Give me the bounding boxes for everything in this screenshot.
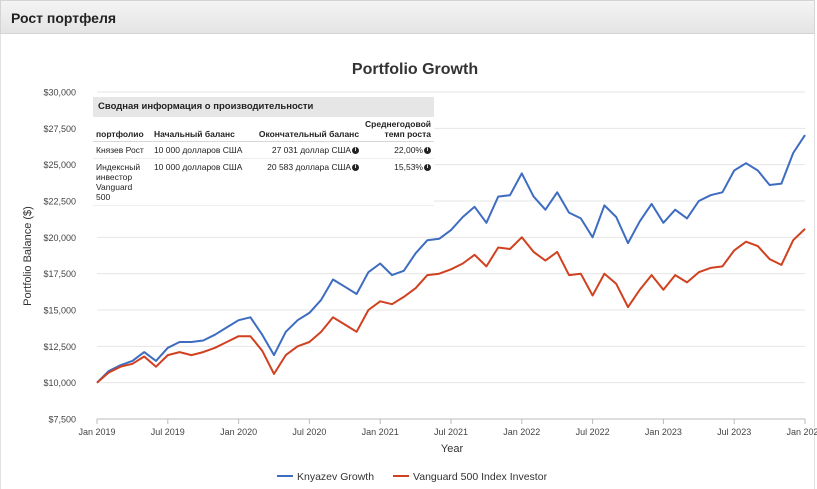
legend-label[interactable]: Vanguard 500 Index Investor [413,471,548,483]
y-tick-label: $20,000 [43,233,76,243]
cagr-value: 15,53% [394,162,423,172]
y-tick-label: $30,000 [43,88,76,98]
y-tick-label: $17,500 [43,269,76,279]
col-portfolio: портфолио [93,117,151,142]
series-lines [96,134,806,384]
y-tick-label: $7,500 [48,415,76,425]
final-balance-value: 20 583 доллара США [267,162,352,172]
x-tick-label: Jul 2020 [292,427,326,437]
info-icon[interactable]: i [424,147,431,155]
row-portfolio-name: Князев Рост [93,141,151,159]
y-tick-label: $25,000 [43,160,76,170]
chart-title: Portfolio Growth [352,61,478,78]
y-axis-ticks: $7,500 $10,000 $12,500 $15,000 $17,500 $20,00… [43,88,76,425]
x-tick-label: Jul 2022 [576,427,610,437]
row-final-balance: 20 583 доллара США i [252,158,363,206]
chart-panel [0,34,815,489]
row-cagr: 15,53% i [362,158,434,206]
x-tick-label: Jan 2020 [220,427,257,437]
x-tick-label: Jan 2023 [645,427,682,437]
row-cagr: 22,00% i [362,141,434,159]
y-tick-label: $15,000 [43,306,76,316]
x-tick-label: Jul 2021 [434,427,468,437]
col-cagr: Среднегодовой темп роста [362,117,434,142]
x-tick-label: Jan 2022 [503,427,540,437]
col-initial-balance: Начальный баланс [150,117,253,142]
info-icon[interactable]: i [424,164,431,172]
col-final-balance: Окончательный баланс [252,117,363,142]
info-icon[interactable]: i [352,147,360,155]
y-tick-label: $27,500 [43,124,76,134]
y-tick-label: $22,500 [43,197,76,207]
x-tick-label: Jan 2024 [786,427,817,437]
y-tick-label: $10,000 [43,378,76,388]
series-line-2[interactable] [96,228,806,384]
table-row: Индексный инвестор Vanguard 500 10 000 д… [93,158,434,206]
table-row: Князев Рост 10 000 долларов США 27 031 д… [93,141,434,159]
x-tick-label: Jan 2019 [78,427,115,437]
y-axis-label: Portfolio Balance ($) [22,206,34,306]
row-portfolio-name: Индексный инвестор Vanguard 500 [93,158,151,206]
x-tick-label: Jul 2023 [717,427,751,437]
cagr-value: 22,00% [394,145,423,155]
summary-header-row: портфолио Начальный баланс Окончательный… [93,117,434,142]
x-tick-label: Jul 2019 [151,427,185,437]
legend-label[interactable]: Knyazev Growth [297,471,374,483]
y-tick-label: $12,500 [43,342,76,352]
summary-title: Сводная информация о производительности [93,97,434,117]
row-initial-balance: 10 000 долларов США [150,158,253,206]
final-balance-value: 27 031 доллар США [271,145,352,155]
row-final-balance: 27 031 доллар США i [252,141,363,159]
panel-header: Рост портфеля [0,0,815,34]
series-line-1[interactable] [96,134,806,384]
summary-table: портфолио Начальный баланс Окончательный… [93,117,434,206]
x-tick-label: Jan 2021 [362,427,399,437]
x-axis-ticks: Jan 2019 Jul 2019 Jan 2020 Jul 2020 Jan 2021… [78,419,817,437]
x-axis-label: Year [441,443,464,455]
performance-summary: Сводная информация о производительности … [93,97,434,206]
panel-title: Рост портфеля [11,10,117,26]
legend: Knyazev Growth Vanguard 500 Index Investo… [277,471,548,483]
info-icon[interactable]: i [352,164,360,172]
row-initial-balance: 10 000 долларов США [150,141,253,159]
